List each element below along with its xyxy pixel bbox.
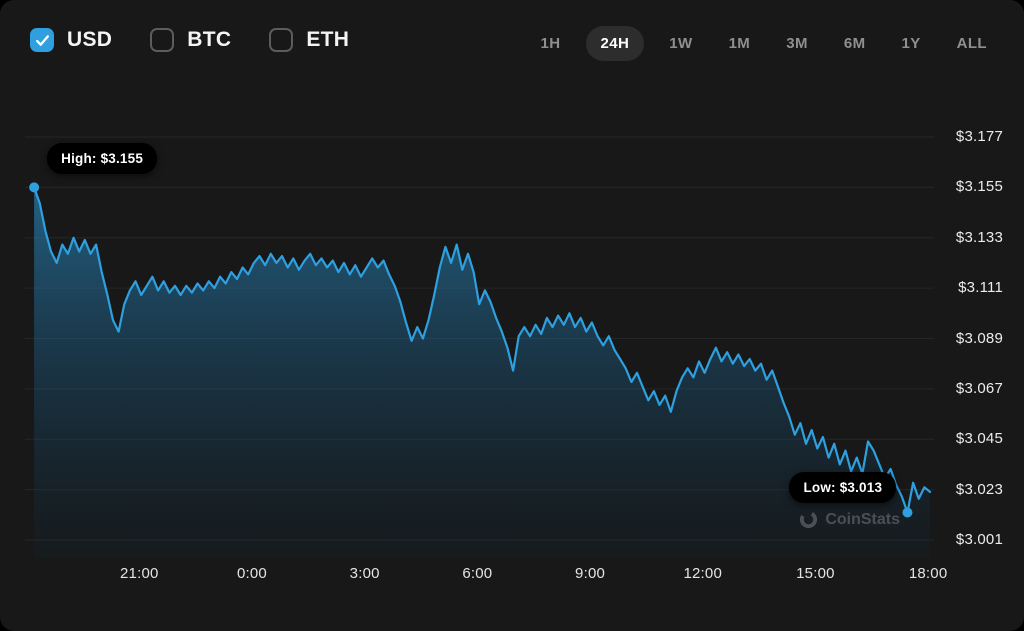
x-axis-label: 0:00 (236, 565, 267, 582)
x-axis-label: 9:00 (575, 565, 606, 582)
checkbox-unchecked-icon[interactable] (269, 28, 294, 52)
x-axis-label: 6:00 (462, 565, 493, 582)
x-axis-label: 15:00 (796, 565, 835, 582)
y-axis-label: $3.067 (955, 379, 1003, 397)
y-axis-label: $3.045 (955, 430, 1003, 448)
range-button-all[interactable]: ALL (946, 26, 998, 61)
x-axis-label: 21:00 (120, 565, 159, 582)
range-button-1y[interactable]: 1Y (890, 26, 931, 61)
y-axis-label: $3.089 (955, 329, 1003, 347)
range-button-3m[interactable]: 3M (775, 26, 819, 61)
range-button-1m[interactable]: 1M (718, 26, 762, 61)
y-axis-label: $3.001 (955, 531, 1003, 548)
currency-label: USD (67, 28, 113, 51)
y-axis-label: $3.023 (955, 480, 1003, 498)
watermark-label: CoinStats (825, 510, 900, 528)
range-group: 1H 24H 1W 1M 3M 6M 1Y ALL (530, 26, 998, 61)
range-button-6m[interactable]: 6M (833, 26, 877, 61)
currency-checkbox-usd[interactable]: USD (30, 28, 112, 52)
checkbox-unchecked-icon[interactable] (150, 28, 175, 52)
range-button-1h[interactable]: 1H (530, 26, 572, 61)
currency-group: USD BTC ETH (30, 28, 349, 52)
high-tooltip: High: $3.155 (47, 143, 158, 175)
currency-label: BTC (187, 28, 232, 51)
range-button-1w[interactable]: 1W (658, 26, 703, 61)
range-button-24h[interactable]: 24H (585, 26, 645, 61)
currency-label: ETH (306, 28, 350, 51)
low-point-marker (902, 507, 913, 518)
y-axis-label: $3.155 (955, 178, 1003, 196)
currency-checkbox-eth[interactable]: ETH (269, 28, 349, 52)
high-point-marker (29, 182, 40, 193)
x-axis-label: 3:00 (349, 565, 380, 582)
x-axis-label: 18:00 (908, 565, 948, 582)
y-axis-label: $3.177 (955, 128, 1003, 145)
currency-checkbox-btc[interactable]: BTC (150, 28, 231, 52)
low-tooltip: Low: $3.013 (789, 471, 897, 503)
y-axis-label: $3.133 (955, 228, 1003, 246)
watermark: CoinStats (799, 510, 900, 529)
x-axis-label: 12:00 (683, 565, 722, 582)
y-axis-label: $3.111 (958, 279, 1003, 297)
toolbar: USD BTC ETH 1H 24H 1W 1M 3M 6M 1Y ALL (0, 0, 1024, 86)
checkbox-checked-icon[interactable] (30, 28, 54, 52)
coinstats-logo-icon (799, 510, 818, 529)
